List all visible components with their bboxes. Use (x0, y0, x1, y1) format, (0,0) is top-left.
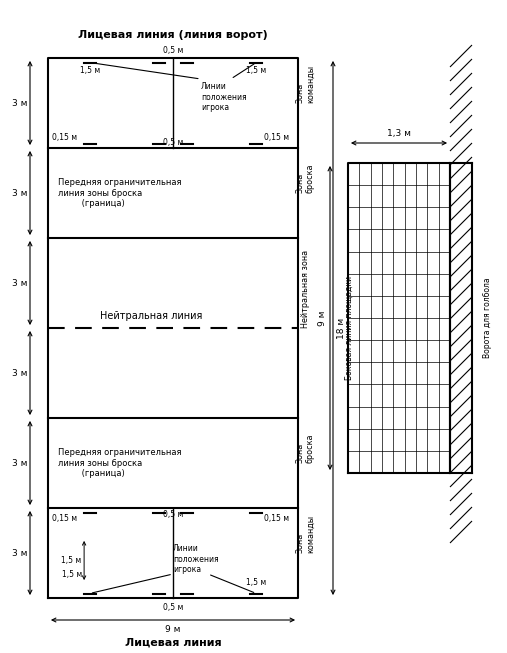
Text: 0,5 м: 0,5 м (163, 603, 183, 612)
Text: Нейтральная линия: Нейтральная линия (100, 311, 202, 321)
Text: 0,15 м: 0,15 м (52, 133, 77, 142)
Text: 1,3 м: 1,3 м (387, 129, 411, 138)
Text: Передняя ограничительная
линия зоны броска
         (граница): Передняя ограничительная линия зоны брос… (58, 178, 182, 208)
Text: Зона
команды: Зона команды (295, 65, 315, 103)
Text: 9 м: 9 м (318, 310, 327, 326)
Text: Зона
броска: Зона броска (295, 163, 315, 193)
Text: 3 м: 3 м (12, 189, 27, 197)
Text: 9 м: 9 м (165, 625, 181, 634)
Text: Передняя ограничительная
линия зоны броска
         (граница): Передняя ограничительная линия зоны брос… (58, 448, 182, 478)
Text: 1,5 м: 1,5 м (62, 569, 82, 579)
Text: Боковая линия площадки: Боковая линия площадки (344, 276, 353, 380)
Text: Лицевая линия: Лицевая линия (125, 638, 222, 648)
Text: 0,15 м: 0,15 м (264, 133, 289, 142)
Text: 3 м: 3 м (12, 99, 27, 108)
Text: Ворота для голбола: Ворота для голбола (484, 278, 492, 358)
Text: 0,15 м: 0,15 м (264, 514, 289, 523)
Text: Лицевая линия (линия ворот): Лицевая линия (линия ворот) (78, 30, 268, 40)
Text: 1,5 м: 1,5 м (61, 556, 81, 565)
Text: 1,5 м: 1,5 м (80, 65, 100, 74)
Text: 0,5 м: 0,5 м (163, 509, 183, 518)
Text: 0,5 м: 0,5 м (163, 138, 183, 146)
Text: Нейтральная зона: Нейтральная зона (301, 250, 309, 328)
Text: Линии
положения
игрока: Линии положения игрока (201, 82, 246, 112)
Text: 3 м: 3 м (12, 458, 27, 468)
Text: 1,5 м: 1,5 м (246, 579, 267, 588)
Text: 3 м: 3 м (12, 278, 27, 287)
Text: Зона
команды: Зона команды (295, 515, 315, 553)
Text: 1,5 м: 1,5 м (246, 65, 267, 74)
Text: 3 м: 3 м (12, 549, 27, 558)
Text: Зона
броска: Зона броска (295, 434, 315, 463)
Text: 3 м: 3 м (12, 368, 27, 377)
Text: 0,5 м: 0,5 м (163, 46, 183, 55)
Text: 0,15 м: 0,15 м (52, 514, 77, 523)
Text: Линии
положения
игрока: Линии положения игрока (173, 544, 219, 574)
Text: 18 м: 18 м (337, 317, 346, 339)
